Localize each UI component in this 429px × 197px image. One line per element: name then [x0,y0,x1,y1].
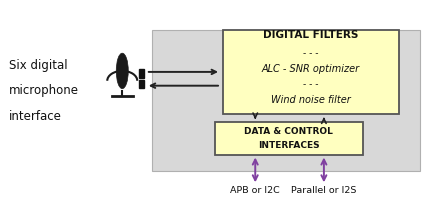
Text: ALC - SNR optimizer: ALC - SNR optimizer [262,64,360,74]
Bar [214,122,363,155]
Text: Wind noise filter: Wind noise filter [271,96,351,105]
Bar [139,69,144,78]
Text: interface: interface [9,110,61,123]
Text: Six digital: Six digital [9,59,67,72]
Bar [139,80,144,88]
Text: INTERFACES: INTERFACES [258,141,319,150]
Bar [152,30,420,171]
Text: - - -: - - - [303,80,319,89]
Text: - - -: - - - [303,49,319,58]
Ellipse shape [116,53,128,89]
Text: microphone: microphone [9,84,79,97]
Text: APB or I2C: APB or I2C [230,186,280,195]
Text: Parallel or I2S: Parallel or I2S [291,186,356,195]
Text: DIGITAL FILTERS: DIGITAL FILTERS [263,31,359,40]
Bar [223,30,399,114]
Text: DATA & CONTROL: DATA & CONTROL [244,127,333,136]
